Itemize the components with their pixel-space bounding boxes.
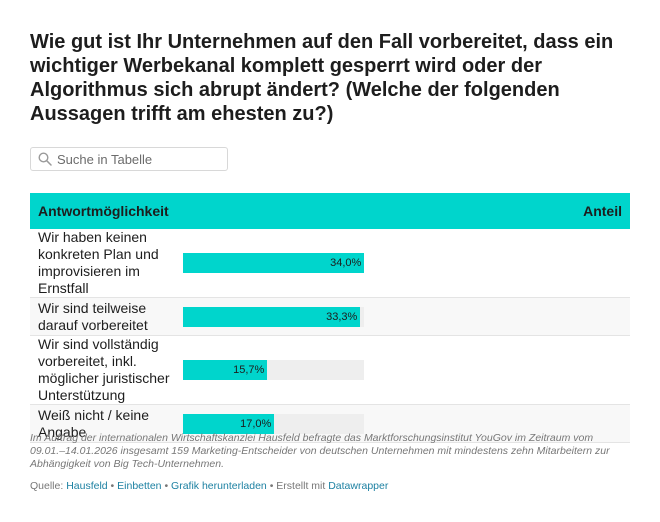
bar — [183, 413, 275, 434]
bar — [183, 253, 365, 273]
bar-value-label: 34,0% — [330, 257, 362, 269]
bar-track: 33,3% — [183, 306, 365, 327]
row-label: Wir sind teilweise darauf vorbereitet — [38, 299, 148, 333]
bar — [183, 360, 268, 380]
separator: • — [161, 480, 172, 492]
source-prefix: Quelle: — [30, 480, 67, 492]
bar-track: 34,0% — [183, 253, 365, 273]
bar-track: 15,7% — [183, 360, 365, 380]
bar-value-label: 33,3% — [326, 310, 358, 323]
embed-link[interactable]: Einbetten — [117, 480, 162, 492]
separator: • — [107, 480, 118, 492]
row-label: Wir haben keinen konkreten Plan und impr… — [38, 229, 159, 296]
table-row: Wir haben keinen konkreten Plan und impr… — [30, 229, 630, 298]
bar-track: 17,0% — [183, 413, 365, 434]
row-label: Weiß nicht / keine Angabe — [38, 406, 150, 440]
bar-cell: 15,7% — [180, 336, 630, 405]
search-icon — [38, 152, 52, 166]
bar-cell: 17,0% — [180, 405, 630, 443]
table-row: Wir sind vollständig vorbereitet, inkl. … — [30, 336, 630, 405]
row-label: Wir sind vollständig vorbereitet, inkl. … — [38, 336, 170, 403]
bar-value-label: 15,7% — [233, 364, 265, 376]
bar — [183, 306, 361, 327]
column-header-answer[interactable]: Antwortmöglichkeit — [38, 203, 169, 219]
table-row: Weiß nicht / keine Angabe 17,0% — [30, 404, 630, 443]
source-line: Quelle: Hausfeld • Einbetten • Grafik he… — [30, 480, 630, 493]
search-box[interactable] — [30, 147, 228, 171]
bar-cell: 34,0% — [180, 229, 630, 298]
chart-title: Wie gut ist Ihr Unternehmen auf den Fall… — [30, 31, 614, 125]
download-link[interactable]: Grafik herunterladen — [171, 480, 267, 492]
column-header-share[interactable]: Anteil — [583, 203, 622, 219]
table-header-row: Antwortmöglichkeit Anteil — [30, 193, 630, 229]
search-input[interactable] — [57, 148, 225, 170]
bar-cell: 33,3% — [180, 298, 630, 336]
datawrapper-link[interactable]: Datawrapper — [328, 480, 389, 492]
bar-value-label: 17,0% — [240, 417, 272, 430]
table-row: Wir sind teilweise darauf vorbereitet 33… — [30, 297, 630, 336]
created-with-text: • Erstellt mit — [266, 480, 329, 492]
data-table: Antwortmöglichkeit Anteil Wir haben kein… — [30, 193, 630, 443]
source-link[interactable]: Hausfeld — [66, 480, 108, 492]
chart-notes: Im Auftrag der internationalen Wirtschaf… — [30, 432, 610, 470]
